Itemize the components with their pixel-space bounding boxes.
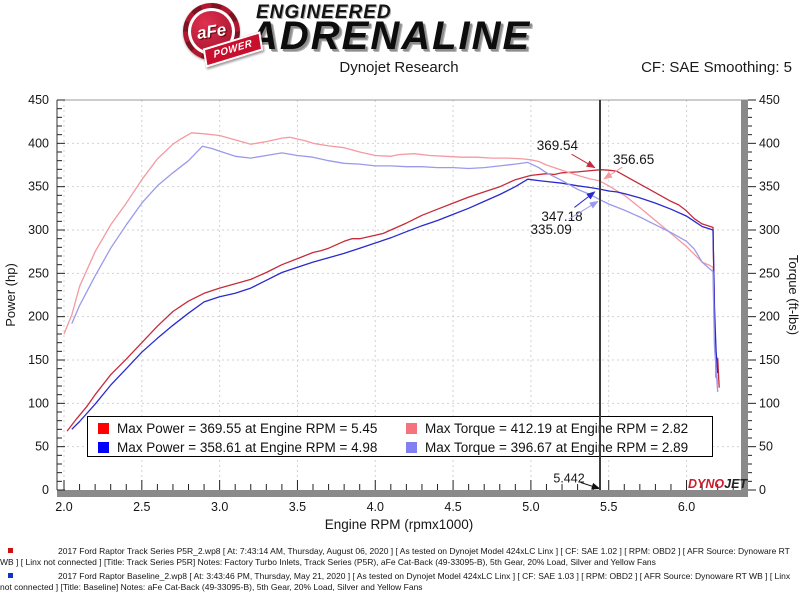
legend-swatch	[98, 423, 109, 434]
legend-swatch	[98, 442, 109, 453]
legend-label: Max Power = 358.61 at Engine RPM = 4.98	[117, 440, 378, 455]
y-tick-label-right: 300	[759, 223, 780, 237]
y-tick-label-right: 250	[759, 266, 780, 280]
run-bullet	[8, 548, 13, 553]
run-bullet	[8, 573, 13, 578]
y-tick-label-left: 150	[28, 353, 49, 367]
annotation-arrow	[568, 200, 599, 220]
x-tick-label: 2.0	[55, 500, 72, 514]
dynojet-watermark: DYNOJET	[688, 477, 748, 491]
y-tick-label-right: 200	[759, 310, 780, 324]
run-description: 2017 Ford Raptor Track Series P5R_2.wp8 …	[0, 546, 796, 567]
annotation-value: 356.65	[613, 152, 654, 167]
y-axis-title-left: Power (hp)	[3, 263, 18, 327]
dyno-chart: 0 0 50 50 100 100 150 150 200 200 250 250 300 300 350 3…	[3, 93, 800, 532]
annotation-arrow	[580, 482, 601, 490]
run-descriptions: 2017 Ford Raptor Track Series P5R_2.wp8 …	[0, 546, 796, 596]
annotation-arrow	[603, 166, 623, 180]
x-axis-title: Engine RPM (rpmx1000)	[325, 517, 474, 532]
x-tick-label: 5.0	[522, 500, 539, 514]
annotation-arrow	[571, 153, 596, 169]
y-tick-label-left: 250	[28, 266, 49, 280]
y-tick-label-left: 200	[28, 310, 49, 324]
annotation-value: 5.442	[553, 472, 584, 486]
y-tick-label-right: 50	[759, 440, 773, 454]
annotation-value: 335.09	[530, 222, 571, 237]
smoothing-setting: CF: SAE Smoothing: 5	[641, 59, 792, 76]
legend-swatch	[406, 423, 417, 434]
annotation-arrow	[574, 191, 596, 208]
legend-item: Max Torque = 396.67 at Engine RPM = 2.89	[406, 440, 688, 455]
x-tick-label: 3.0	[211, 500, 228, 514]
legend-label: Max Torque = 396.67 at Engine RPM = 2.89	[425, 440, 689, 455]
series-0	[66, 169, 720, 432]
run-description: 2017 Ford Raptor Baseline_2.wp8 [ At: 3:…	[0, 571, 796, 592]
x-tick-label: 2.5	[133, 500, 150, 514]
run-text: 2017 Ford Raptor Track Series P5R_2.wp8 …	[0, 546, 790, 567]
run-text: 2017 Ford Raptor Baseline_2.wp8 [ At: 3:…	[0, 571, 791, 592]
annotation-value: 347.18	[541, 209, 582, 224]
right-axis-bar	[741, 100, 748, 497]
legend-label: Max Power = 369.55 at Engine RPM = 5.45	[117, 421, 378, 436]
y-tick-label-left: 100	[28, 396, 49, 410]
series-3	[71, 145, 719, 393]
y-tick-label-left: 450	[28, 93, 49, 107]
x-tick-label: 4.5	[444, 500, 461, 514]
x-tick-label: 6.0	[678, 500, 695, 514]
legend-label: Max Torque = 412.19 at Engine RPM = 2.82	[425, 421, 689, 436]
legend-item: Max Torque = 412.19 at Engine RPM = 2.82	[406, 421, 688, 436]
y-tick-label-left: 350	[28, 180, 49, 194]
legend-swatch	[406, 442, 417, 453]
y-tick-label-right: 400	[759, 136, 780, 150]
annotation-value: 369.54	[537, 138, 579, 153]
legend-item: Max Power = 369.55 at Engine RPM = 5.45	[98, 421, 406, 436]
y-tick-label-left: 50	[35, 440, 49, 454]
y-tick-label-right: 100	[759, 396, 780, 410]
cursor-line[interactable]	[598, 100, 601, 490]
series-2	[71, 178, 719, 430]
chart-title: Dynojet Research	[339, 59, 459, 76]
afe-power-logo: aFe	[183, 3, 240, 60]
y-tick-label-right: 450	[759, 93, 780, 107]
legend-box: Max Power = 369.55 at Engine RPM = 5.45 M…	[87, 416, 713, 457]
legend-item: Max Power = 358.61 at Engine RPM = 4.98	[98, 440, 406, 455]
brand-engineered-text: ENGINEERED	[256, 2, 392, 23]
y-tick-label-right: 150	[759, 353, 780, 367]
y-axis-title-right: Torque (ft-lbs)	[786, 255, 800, 335]
y-tick-label-left: 300	[28, 223, 49, 237]
y-tick-label-left: 400	[28, 136, 49, 150]
y-tick-label-right: 350	[759, 180, 780, 194]
legend-row: Max Power = 358.61 at Engine RPM = 4.98 M…	[98, 438, 712, 457]
y-tick-label-right: 0	[759, 483, 766, 497]
brand-adrenaline-text: ADRENALINE	[249, 14, 532, 58]
y-tick-label-left: 0	[42, 483, 49, 497]
legend-row: Max Power = 369.55 at Engine RPM = 5.45 M…	[98, 419, 712, 438]
x-tick-label: 5.5	[600, 500, 617, 514]
bottom-axis-bar	[57, 490, 748, 497]
x-tick-label: 4.0	[367, 500, 384, 514]
series-1	[63, 132, 719, 385]
x-tick-label: 3.5	[289, 500, 306, 514]
